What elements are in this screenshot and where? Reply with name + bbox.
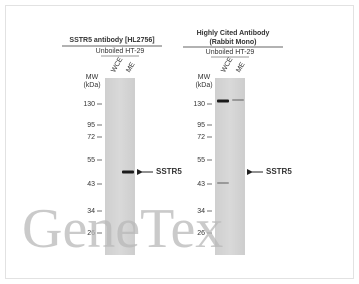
band (232, 99, 244, 101)
sample-label: Unboiled HT-29 (206, 49, 255, 56)
marker-label: 55 (197, 157, 205, 164)
marker-label: 55 (87, 157, 95, 164)
panel-title: SSTR5 antibody [HL2756] (69, 37, 154, 44)
mw-label: MW (86, 74, 99, 81)
marker-label: 130 (193, 101, 205, 108)
marker-label: 95 (87, 122, 95, 129)
marker-label: 72 (87, 134, 95, 141)
marker-label: 43 (87, 181, 95, 188)
sample-label: Unboiled HT-29 (96, 48, 145, 55)
marker-label: 43 (197, 181, 205, 188)
marker-label: 72 (197, 134, 205, 141)
panel-title: Highly Cited Antibody (197, 30, 270, 37)
marker-label: 130 (83, 101, 95, 108)
mw-label: (kDa) (83, 82, 100, 89)
mw-label: MW (198, 74, 211, 81)
band (217, 182, 229, 184)
panel-title: (Rabbit Mono) (209, 39, 256, 46)
mw-label: (kDa) (195, 82, 212, 89)
band (122, 171, 134, 174)
watermark: GeneTex (22, 198, 223, 260)
marker-label: 95 (197, 122, 205, 129)
band (217, 100, 229, 103)
target-label: SSTR5 (266, 167, 292, 176)
target-label: SSTR5 (156, 167, 182, 176)
figure: SSTR5 antibody [HL2756]Unboiled HT-29WCE… (0, 0, 359, 284)
